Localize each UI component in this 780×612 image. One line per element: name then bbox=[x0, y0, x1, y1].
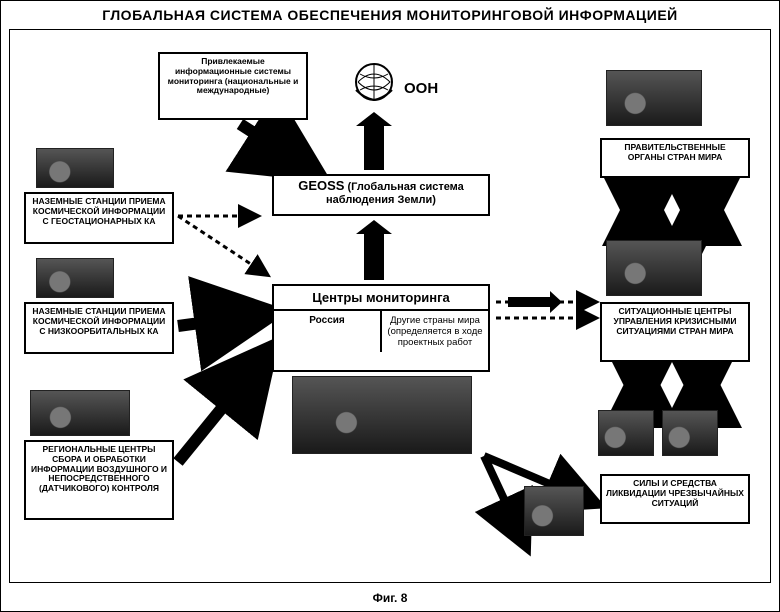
center-image-icon bbox=[292, 376, 472, 454]
figure-caption: Фиг. 8 bbox=[1, 591, 779, 605]
un-logo-icon bbox=[352, 60, 396, 104]
forces-icon-1 bbox=[662, 410, 718, 456]
center-title: Центры мониторинга bbox=[274, 286, 488, 309]
forces-icon-0 bbox=[598, 410, 654, 456]
node-situational: СИТУАЦИОННЫЕ ЦЕНТРЫ УПРАВЛЕНИЯ КРИЗИСНЫМ… bbox=[600, 302, 750, 362]
geoss-bold: GEOSS bbox=[298, 178, 344, 193]
node-gov: ПРАВИТЕЛЬСТВЕННЫЕ ОРГАНЫ СТРАН МИРА bbox=[600, 138, 750, 178]
geoss-box: GEOSS (Глобальная система наблюдения Зем… bbox=[272, 174, 490, 216]
geoss-rest: (Глобальная система наблюдения Земли) bbox=[326, 181, 464, 206]
un-label: ООН bbox=[404, 80, 438, 97]
geo_stations-icon bbox=[36, 148, 114, 188]
monitoring-centers-box: Центры мониторинга Россия Другие страны … bbox=[272, 284, 490, 372]
node-low_orbit: НАЗЕМНЫЕ СТАНЦИИ ПРИЕМА КОСМИЧЕСКОЙ ИНФО… bbox=[24, 302, 174, 354]
extra-image-0 bbox=[524, 486, 584, 536]
page-title: ГЛОБАЛЬНАЯ СИСТЕМА ОБЕСПЕЧЕНИЯ МОНИТОРИН… bbox=[1, 7, 779, 23]
center-cell-russia: Россия bbox=[274, 311, 382, 352]
diagram-stage: ГЛОБАЛЬНАЯ СИСТЕМА ОБЕСПЕЧЕНИЯ МОНИТОРИН… bbox=[0, 0, 780, 612]
node-regional: РЕГИОНАЛЬНЫЕ ЦЕНТРЫ СБОРА И ОБРАБОТКИ ИН… bbox=[24, 440, 174, 520]
center-cell-others: Другие страны мира (определяется в ходе … bbox=[382, 311, 488, 352]
node-geo_stations: НАЗЕМНЫЕ СТАНЦИИ ПРИЕМА КОСМИЧЕСКОЙ ИНФО… bbox=[24, 192, 174, 244]
center-grid: Россия Другие страны мира (определяется … bbox=[274, 309, 488, 352]
gov-icon bbox=[606, 70, 702, 126]
node-involved: Привлекаемые информационные системы мони… bbox=[158, 52, 308, 120]
node-forces: СИЛЫ И СРЕДСТВА ЛИКВИДАЦИИ ЧРЕЗВЫЧАЙНЫХ … bbox=[600, 474, 750, 524]
inner-frame: ООН GEOSS (Глобальная система наблюдения… bbox=[9, 29, 771, 583]
low_orbit-icon bbox=[36, 258, 114, 298]
regional-icon bbox=[30, 390, 130, 436]
situational-icon bbox=[606, 240, 702, 296]
